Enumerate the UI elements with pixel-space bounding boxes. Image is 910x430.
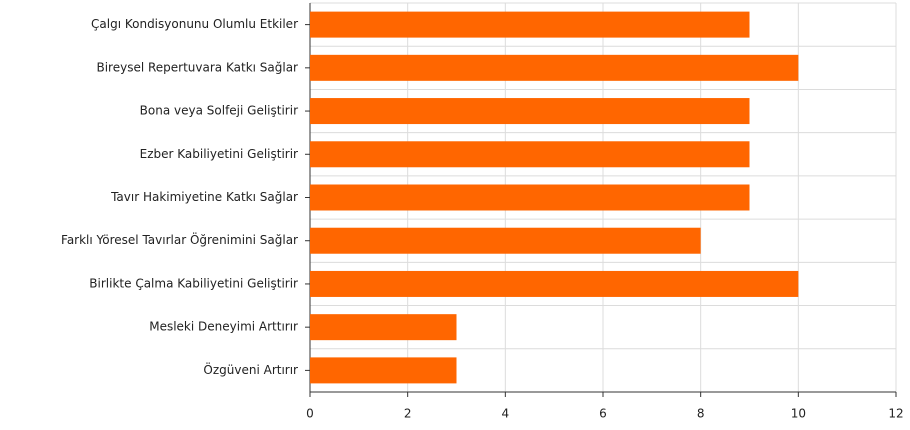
bar (310, 98, 750, 125)
bar (310, 357, 457, 384)
x-tick-label: 10 (791, 407, 806, 421)
bar (310, 227, 701, 254)
bar (310, 314, 457, 341)
y-tick-label: Bona veya Solfeji Geliştirir (140, 104, 298, 118)
x-tick-label: 2 (404, 407, 412, 421)
x-tick-label: 4 (502, 407, 510, 421)
y-tick-label: Ezber Kabiliyetini Geliştirir (140, 147, 298, 161)
x-tick-label: 0 (306, 407, 314, 421)
x-tick-label: 8 (697, 407, 705, 421)
bar (310, 141, 750, 168)
y-tick-label: Özgüveni Artırır (203, 361, 298, 377)
y-tick-label: Mesleki Deneyimi Arttırır (149, 320, 298, 334)
bar (310, 11, 750, 38)
y-tick-label: Bireysel Repertuvara Katkı Sağlar (96, 60, 298, 74)
y-tick-label: Birlikte Çalma Kabiliyetini Geliştirir (89, 276, 298, 290)
y-tick-label: Farklı Yöresel Tavırlar Öğrenimini Sağla… (61, 231, 298, 247)
bar (310, 184, 750, 211)
y-tick-label: Tavır Hakimiyetine Katkı Sağlar (110, 190, 298, 204)
bar (310, 270, 799, 297)
y-tick-label: Çalgı Kondisyonunu Olumlu Etkiler (91, 17, 298, 31)
x-tick-label: 6 (599, 407, 607, 421)
bar (310, 54, 799, 81)
x-tick-label: 12 (888, 407, 903, 421)
